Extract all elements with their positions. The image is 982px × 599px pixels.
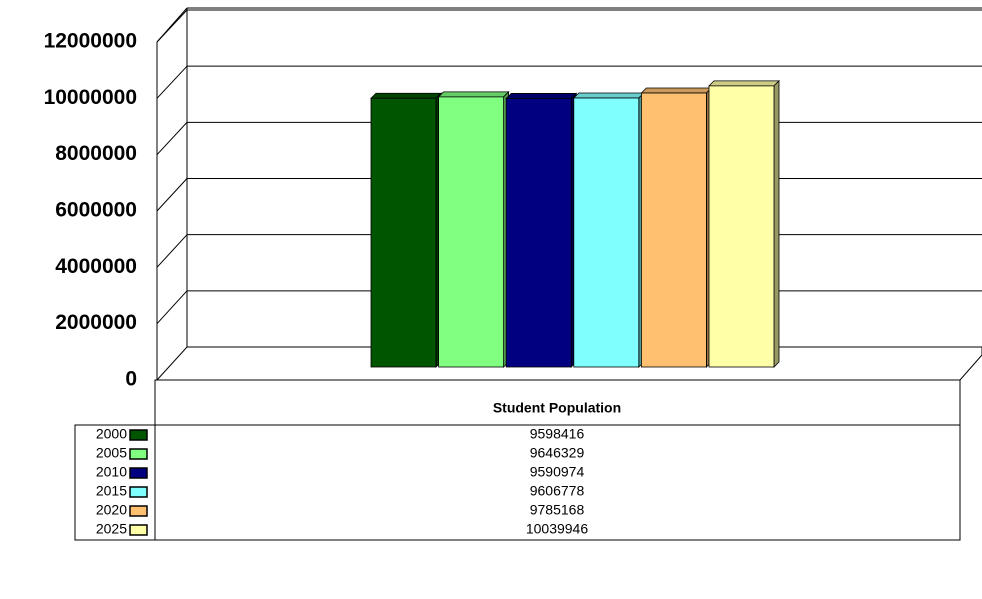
legend-label: 2005 [96,445,127,461]
table-value: 9785168 [530,502,585,518]
table-value: 9598416 [530,426,585,442]
y-tick-label: 2000000 [55,311,137,334]
bar-top [640,87,713,94]
grid-line-side [156,234,188,268]
bar-top [708,80,780,87]
grid-line-side [156,178,188,212]
legend-swatch [129,505,148,517]
legend-label: 2015 [96,483,127,499]
table-value: 9646329 [530,445,585,461]
bar [505,98,572,368]
legend-label: 2025 [96,521,127,537]
grid-line-side [156,65,188,99]
y-tick-label: 4000000 [55,255,137,278]
y-tick-label: 12000000 [44,30,137,53]
grid-line-side [156,290,188,325]
legend-label: 2020 [96,502,127,518]
table-value: 9606778 [530,483,585,499]
y-tick-label: 8000000 [55,142,137,165]
legend-label: 2000 [96,426,127,442]
legend-swatch [129,467,148,479]
bar-top [572,92,645,99]
table-value: 10039946 [526,521,589,537]
bar-top [437,91,510,98]
bar-top [370,92,442,99]
bar [708,85,775,368]
bar [438,96,505,368]
legend-swatch [129,524,148,536]
grid-line-side [156,9,188,43]
bar-top [505,93,578,99]
legend-label: 2010 [96,464,127,480]
bar [573,97,640,368]
table-value: 9590974 [530,464,585,480]
legend-swatch [129,448,148,460]
legend-swatch [129,429,148,441]
y-tick-label: 10000000 [44,86,137,109]
y-tick-label: 6000000 [55,199,137,222]
bar [370,97,437,368]
bar-side [773,79,780,368]
table-header: Student Population [493,400,621,416]
grid-line-side [156,121,188,156]
legend-swatch [129,486,148,498]
y-tick-label: 0 [125,368,137,391]
bar [641,92,707,368]
